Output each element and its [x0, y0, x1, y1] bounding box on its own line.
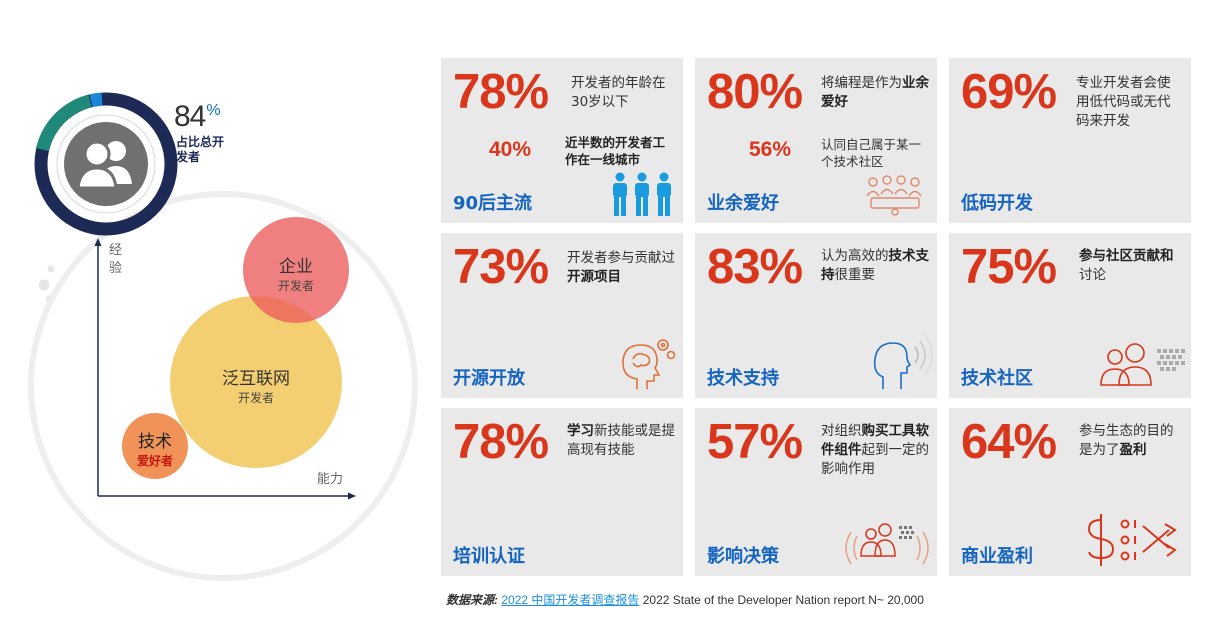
card-description: 参与社区贡献和讨论	[1079, 248, 1174, 283]
card-sub-percentage: 40%	[489, 138, 532, 161]
card-tech-community: 75% 参与社区贡献和讨论 技术社区	[949, 233, 1191, 398]
decor-dot	[38, 279, 50, 291]
card-description: 学习新技能或是提高现有技能	[567, 423, 675, 458]
community-people-icon	[1100, 343, 1185, 386]
speaking-head-icon	[873, 334, 933, 389]
card-title: 90后主流	[453, 193, 533, 214]
card-title: 业余爱好	[707, 193, 779, 214]
hobbyist-bubble	[122, 413, 188, 479]
card-title: 培训认证	[453, 546, 525, 567]
card-title: 低码开发	[961, 193, 1033, 214]
donut-ring-teal	[36, 94, 92, 152]
enterprise-main: 企业	[279, 257, 313, 277]
card-description: 将编程是作为业余爱好	[821, 75, 929, 110]
card-percentage: 73%	[453, 240, 549, 294]
developer-share-donut	[34, 92, 178, 236]
card-sub-description: 认同自己属于某一个技术社区	[821, 137, 922, 169]
card-description: 对组织购买工具软件组件起到一定的影响作用	[821, 423, 929, 477]
decor-dot	[47, 265, 55, 273]
card-title: 技术支持	[707, 368, 779, 389]
card-percentage: 57%	[707, 415, 803, 469]
source-link[interactable]: 2022 中国开发者调查报告	[501, 593, 640, 607]
card-title: 开源开放	[453, 368, 525, 389]
y-axis-arrow	[94, 238, 102, 246]
card-percentage: 64%	[961, 415, 1057, 469]
card-title: 技术社区	[961, 368, 1033, 389]
enterprise-sub: 开发者	[277, 279, 314, 293]
x-axis-arrow	[348, 492, 356, 500]
card-description: 参与生态的目的是为了盈利	[1079, 423, 1174, 458]
card-title: 影响决策	[707, 546, 779, 567]
people-icon	[76, 140, 132, 190]
card-decision-influence: 57% 对组织购买工具软件组件起到一定的影响作用 影响决策	[695, 408, 937, 576]
card-description: 开发者的年龄在30岁以下	[571, 75, 666, 110]
internet-developer-bubble	[170, 296, 342, 468]
hobbyist-main: 技术	[138, 432, 172, 452]
card-percentage: 78%	[453, 415, 549, 469]
card-description: 开发者参与贡献过开源项目	[567, 250, 675, 285]
internet-sub: 开发者	[237, 391, 274, 405]
enterprise-bubble-label: 企业 开发者	[246, 252, 346, 294]
meeting-icon	[866, 175, 922, 216]
developer-bubble-diagram	[28, 191, 418, 581]
card-percentage: 80%	[707, 65, 803, 119]
hobbyist-sub: 爱好者	[136, 454, 173, 468]
card-description: 认为高效的技术支持很重要	[821, 248, 929, 283]
card-tech-support: 83% 认为高效的技术支持很重要 技术支持	[695, 233, 937, 398]
data-source-footer: 数据来源: 2022 中国开发者调查报告 2022 State of the D…	[446, 591, 924, 608]
card-business-profit: 64% 参与生态的目的是为了盈利 商业盈利	[949, 408, 1191, 576]
card-percentage: 83%	[707, 240, 803, 294]
card-percentage: 78%	[453, 65, 549, 119]
axis-y-label: 经验	[109, 243, 123, 276]
donut-ring-main	[34, 92, 178, 236]
card-description: 专业开发者会使用低代码或无代码来开发	[1076, 75, 1171, 129]
card-sub-percentage: 56%	[749, 138, 792, 161]
card-title: 商业盈利	[961, 546, 1033, 567]
card-open-source: 73% 开发者参与贡献过开源项目 开源开放	[441, 233, 683, 398]
profit-icon	[1087, 514, 1177, 566]
influence-people-icon	[845, 523, 929, 565]
card-low-code: 69% 专业开发者会使用低代码或无代码来开发 低码开发	[949, 58, 1191, 223]
source-text: 2022 State of the Developer Nation repor…	[642, 593, 924, 607]
developer-share-value: 84%	[174, 100, 221, 133]
card-training: 78% 学习新技能或是提高现有技能 培训认证	[441, 408, 683, 576]
enterprise-developer-bubble	[243, 217, 349, 323]
people-group-icon	[613, 172, 671, 216]
brain-gear-icon	[622, 339, 676, 389]
card-sub-description: 近半数的开发者工作在一线城市	[565, 135, 666, 167]
internet-main: 泛互联网	[222, 369, 290, 389]
developer-share-label: 占比总开发者	[176, 135, 225, 164]
card-90s-mainstream: 78% 开发者的年龄在30岁以下 40% 近半数的开发者工作在一线城市 90后主…	[441, 58, 683, 223]
card-percentage: 75%	[961, 240, 1057, 294]
source-label: 数据来源:	[446, 593, 498, 607]
axis-x-label: 能力	[317, 472, 344, 487]
hobbyist-bubble-label: 技术 爱好者	[115, 427, 195, 469]
card-hobby: 80% 将编程是作为业余爱好 56% 认同自己属于某一个技术社区 业余爱好	[695, 58, 937, 223]
donut-ring-blue	[89, 92, 103, 108]
internet-bubble-label: 泛互联网 开发者	[196, 364, 316, 406]
card-percentage: 69%	[961, 65, 1057, 119]
